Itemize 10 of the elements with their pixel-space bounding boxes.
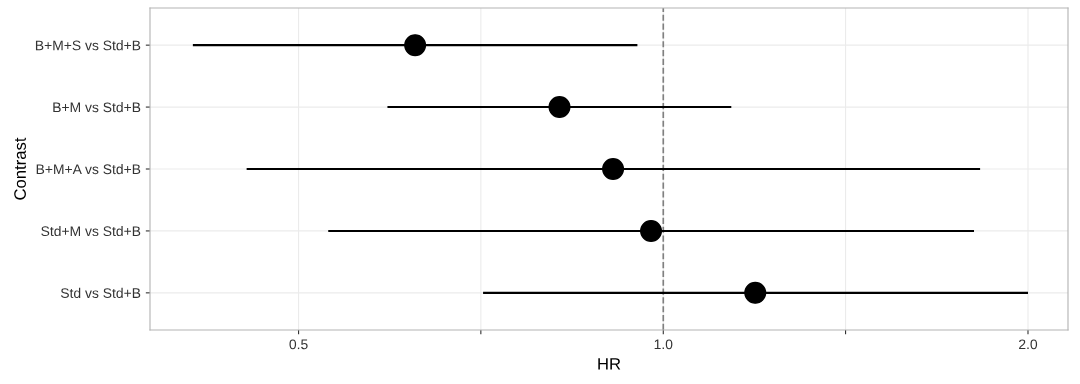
x-tick-label: 2.0 [1019, 339, 1038, 350]
y-tick-label: Std+M vs Std+B [41, 225, 141, 237]
x-tick-label: 0.5 [289, 339, 308, 350]
x-tick-label: 1.0 [654, 339, 673, 350]
x-axis-title: HR [598, 358, 621, 370]
y-tick-label: B+M vs Std+B [53, 102, 141, 113]
y-tick-label: Std vs Std+B [60, 287, 141, 299]
y-axis-title: Contrast [14, 137, 26, 200]
y-tick-label: B+M+S vs Std+B [35, 40, 141, 51]
y-tick-label: B+M+A vs Std+B [36, 163, 141, 175]
